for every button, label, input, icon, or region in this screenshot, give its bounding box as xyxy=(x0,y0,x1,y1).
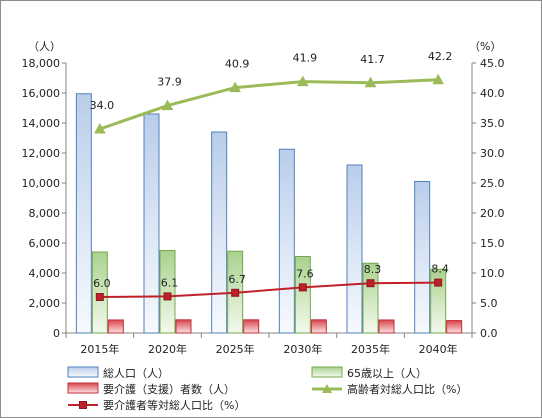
left-tick-label: 10,000 xyxy=(22,177,61,190)
triangle-marker xyxy=(93,122,106,134)
left-tick-label: 18,000 xyxy=(22,57,61,70)
left-tick-label: 8,000 xyxy=(29,207,61,220)
legend: 総人口（人） 65歳以上（人） 要介護（支援）者数（人） 高齢者対総人口比（%） 要介護… xyxy=(67,366,467,412)
square-marker xyxy=(95,293,104,301)
data-label: 6.7 xyxy=(228,273,246,286)
bar-3 xyxy=(378,319,395,334)
bar-3 xyxy=(310,319,327,334)
bar-1 xyxy=(346,164,363,334)
triangle-marker xyxy=(161,99,174,111)
triangle-marker xyxy=(432,73,445,85)
right-tick-label: 5.0 xyxy=(480,297,498,310)
bar-1 xyxy=(278,148,295,334)
left-tick-label: 16,000 xyxy=(22,87,61,100)
square-marker xyxy=(231,288,240,297)
legend-triangle-marker xyxy=(322,384,332,393)
data-label: 7.6 xyxy=(296,267,314,280)
bar-3 xyxy=(175,319,192,334)
left-tick-label: 12,000 xyxy=(22,147,61,160)
right-tick-label: 15.0 xyxy=(480,237,505,250)
legend-swatch-bar xyxy=(67,366,99,378)
data-label: 40.9 xyxy=(225,58,250,71)
left-tick-label: 0 xyxy=(53,327,60,340)
x-tick-label: 2030年 xyxy=(283,342,322,356)
bar-2 xyxy=(294,256,311,334)
data-label: 41.9 xyxy=(293,52,318,65)
right-tick-label: 0.0 xyxy=(480,327,498,340)
square-marker xyxy=(366,279,375,288)
data-label: 6.0 xyxy=(93,277,111,290)
x-tick-label: 2025年 xyxy=(216,342,255,356)
x-tick-label: 2035年 xyxy=(351,342,390,356)
data-label: 6.1 xyxy=(161,276,179,289)
legend-label: 高齢者対総人口比（%） xyxy=(347,382,467,396)
legend-label: 総人口（人） xyxy=(103,366,169,380)
data-label: 42.2 xyxy=(428,50,453,63)
right-tick-label: 35.0 xyxy=(480,117,505,130)
left-tick-label: 6,000 xyxy=(29,237,61,250)
bar-1 xyxy=(143,113,160,334)
left-tick-label: 2,000 xyxy=(29,297,61,310)
left-tick-label: 14,000 xyxy=(22,117,61,130)
bar-1 xyxy=(75,93,92,334)
square-marker xyxy=(434,278,443,287)
bar-2 xyxy=(91,251,108,334)
right-tick-label: 20.0 xyxy=(480,207,505,220)
triangle-marker xyxy=(364,76,377,88)
triangle-marker xyxy=(296,75,309,87)
right-tick-label: 10.0 xyxy=(480,267,505,280)
right-axis-unit: （%） xyxy=(469,40,501,53)
legend-swatch-bar xyxy=(311,366,343,378)
legend-swatch-bar xyxy=(67,382,99,394)
x-tick-label: 2020年 xyxy=(148,342,187,356)
data-label: 41.7 xyxy=(360,53,385,66)
x-tick-label: 2015年 xyxy=(80,342,119,356)
square-marker xyxy=(163,292,172,301)
right-tick-label: 30.0 xyxy=(480,147,505,160)
bar-1 xyxy=(211,131,228,334)
bar-3 xyxy=(243,319,260,334)
legend-square-marker xyxy=(79,401,87,409)
square-marker xyxy=(298,283,307,292)
right-tick-label: 25.0 xyxy=(480,177,505,190)
data-label: 34.0 xyxy=(90,99,115,112)
bar-2 xyxy=(159,250,176,334)
bar-3 xyxy=(446,320,463,334)
right-tick-label: 45.0 xyxy=(480,57,505,70)
legend-label: 65歳以上（人） xyxy=(347,367,427,380)
data-label: 8.4 xyxy=(431,263,449,276)
legend-label: 要介護者等対総人口比（%） xyxy=(103,398,245,412)
data-label: 37.9 xyxy=(157,76,182,89)
data-label: 8.3 xyxy=(364,263,382,276)
left-axis-unit: （人） xyxy=(28,40,61,53)
plot-area: 0 2,000 4,000 6,000 8,000 10,000 12,000 14,000 1… xyxy=(22,50,505,356)
line-series-2 xyxy=(99,281,439,298)
x-tick-label: 2040年 xyxy=(419,342,458,356)
legend-label: 要介護（支援）者数（人） xyxy=(103,382,235,396)
bar-1 xyxy=(414,181,431,334)
left-tick-label: 4,000 xyxy=(29,267,61,280)
right-tick-label: 40.0 xyxy=(480,87,505,100)
bar-3 xyxy=(107,319,124,334)
triangle-marker xyxy=(229,81,242,93)
line-series-1 xyxy=(99,78,439,131)
